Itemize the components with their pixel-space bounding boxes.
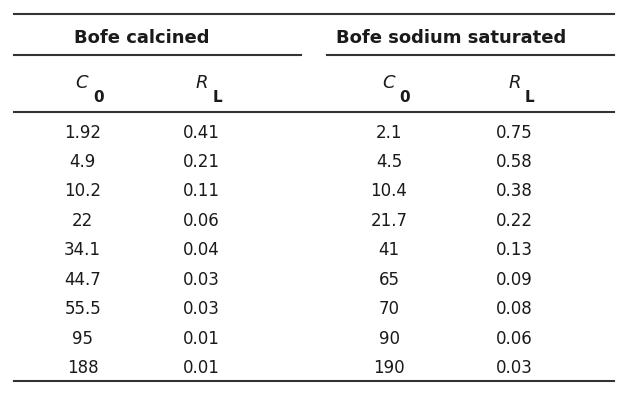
Text: 44.7: 44.7 xyxy=(64,271,101,289)
Text: 90: 90 xyxy=(379,330,399,348)
Text: 10.4: 10.4 xyxy=(371,183,408,200)
Text: $C$: $C$ xyxy=(382,74,396,92)
Text: $R$: $R$ xyxy=(195,74,208,92)
Text: 0.41: 0.41 xyxy=(183,124,220,141)
Text: Bofe calcined: Bofe calcined xyxy=(74,29,210,47)
Text: L: L xyxy=(525,90,534,105)
Text: 0.09: 0.09 xyxy=(495,271,533,289)
Text: 22: 22 xyxy=(72,212,94,230)
Text: 4.5: 4.5 xyxy=(376,153,402,171)
Text: 10.2: 10.2 xyxy=(64,183,101,200)
Text: 0.01: 0.01 xyxy=(183,330,220,348)
Text: 0.04: 0.04 xyxy=(183,241,220,260)
Text: $R$: $R$ xyxy=(507,74,521,92)
Text: 95: 95 xyxy=(72,330,93,348)
Text: 0.75: 0.75 xyxy=(495,124,533,141)
Text: 0.01: 0.01 xyxy=(183,359,220,377)
Text: 0.38: 0.38 xyxy=(495,183,533,200)
Text: 4.9: 4.9 xyxy=(70,153,96,171)
Text: L: L xyxy=(212,90,222,105)
Text: 2.1: 2.1 xyxy=(376,124,403,141)
Text: 0: 0 xyxy=(399,90,410,105)
Text: 0.06: 0.06 xyxy=(495,330,533,348)
Text: 0.03: 0.03 xyxy=(183,300,220,318)
Text: 41: 41 xyxy=(379,241,399,260)
Text: $C$: $C$ xyxy=(75,74,90,92)
Text: 65: 65 xyxy=(379,271,399,289)
Text: 188: 188 xyxy=(67,359,99,377)
Text: 0.13: 0.13 xyxy=(495,241,533,260)
Text: 0.03: 0.03 xyxy=(495,359,533,377)
Text: 0: 0 xyxy=(93,90,104,105)
Text: 0.58: 0.58 xyxy=(495,153,533,171)
Text: 70: 70 xyxy=(379,300,399,318)
Text: 0.03: 0.03 xyxy=(183,271,220,289)
Text: 0.22: 0.22 xyxy=(495,212,533,230)
Text: 190: 190 xyxy=(373,359,405,377)
Text: 21.7: 21.7 xyxy=(371,212,408,230)
Text: 55.5: 55.5 xyxy=(64,300,101,318)
Text: Bofe sodium saturated: Bofe sodium saturated xyxy=(337,29,566,47)
Text: 0.21: 0.21 xyxy=(183,153,220,171)
Text: 0.06: 0.06 xyxy=(183,212,220,230)
Text: 34.1: 34.1 xyxy=(64,241,101,260)
Text: 0.08: 0.08 xyxy=(495,300,533,318)
Text: 0.11: 0.11 xyxy=(183,183,220,200)
Text: 1.92: 1.92 xyxy=(64,124,101,141)
